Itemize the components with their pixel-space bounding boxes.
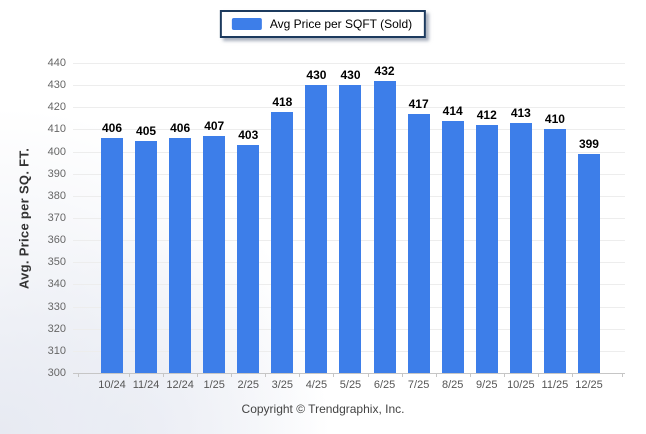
bar [543,129,566,373]
y-tick-label: 360 [47,234,66,247]
y-tick-label: 310 [47,344,66,357]
x-tick-label: 9/25 [476,379,498,391]
bar-value-label: 414 [442,103,463,118]
bar-value-label: 405 [136,123,157,138]
bar [441,120,464,373]
bar [237,144,260,373]
x-tick-label: 6/25 [373,379,396,391]
x-axis-tick [333,373,335,377]
bar-value-label: 430 [306,68,327,83]
x-tick-label: 10/25 [507,379,535,391]
y-tick-label: 350 [47,256,66,269]
x-axis-tick [265,373,267,377]
x-tick-label: 12/24 [166,379,194,391]
y-tick-label: 300 [47,367,66,379]
y-tick-label: 330 [47,300,66,313]
bar-value-label: 399 [578,136,599,151]
legend: Avg Price per SQFT (Sold) [219,10,427,38]
x-tick-label: 5/25 [339,379,362,391]
y-tick-label: 370 [47,212,66,224]
bar [373,80,396,373]
gridline [73,63,625,64]
x-axis-tick [571,373,573,377]
y-tick-label: 400 [47,145,66,158]
x-tick-label: 11/25 [541,379,569,391]
y-tick-label: 320 [47,322,66,335]
bar [169,138,192,373]
x-axis-line [73,373,625,374]
bar-value-label: 432 [374,63,395,78]
y-tick-label: 380 [47,189,66,202]
bar-value-label: 430 [340,68,361,83]
bar-value-label: 410 [544,112,565,127]
bar-value-label: 406 [101,121,123,136]
bar-value-label: 413 [510,105,531,120]
bar [475,125,498,373]
x-tick-label: 3/25 [271,379,294,391]
x-axis-tick [299,373,301,377]
y-tick-label: 390 [47,167,66,180]
bar [271,111,294,373]
x-axis-tick [231,373,233,377]
x-tick-label: 4/25 [305,379,328,391]
bar [577,153,600,373]
bar [101,138,123,373]
x-axis-tick [401,373,403,377]
x-tick-label: 10/24 [98,379,126,391]
bar-value-label: 407 [204,119,225,134]
y-tick-label: 440 [47,57,66,69]
bar-value-label: 418 [272,94,293,109]
x-tick-label: 1/25 [203,379,225,391]
bar [339,85,362,373]
x-axis-tick [435,373,437,377]
x-axis-tick [367,373,369,377]
bar [203,136,226,373]
y-tick-label: 430 [47,79,66,92]
y-tick-label: 410 [47,123,66,136]
bar-value-label: 406 [170,121,191,136]
x-axis-tick [622,373,623,377]
x-tick-label: 8/25 [441,379,464,391]
bar-value-label: 412 [476,108,497,122]
legend-label: Avg Price per SQFT (Sold) [269,17,413,31]
bar-value-label: 417 [408,96,429,111]
bar [407,113,430,373]
bar [509,122,532,373]
bar-value-label: 403 [238,127,259,142]
x-axis-tick [503,373,505,377]
x-axis-tick [78,373,79,377]
y-tick-label: 420 [47,101,66,114]
copyright-text: Copyright © Trendgraphix, Inc. [241,402,405,416]
x-axis-tick [537,373,539,377]
y-tick-label: 340 [47,278,66,291]
x-axis-tick [197,373,199,377]
x-axis-tick [163,373,165,377]
x-tick-label: 12/25 [575,379,603,391]
legend-swatch-icon [231,18,262,30]
bar [305,85,328,373]
x-tick-label: 7/25 [407,379,430,391]
x-tick-label: 11/24 [132,379,160,391]
x-axis-tick [469,373,471,377]
x-tick-label: 2/25 [237,379,259,391]
bar [135,140,158,373]
x-axis-tick [129,373,131,377]
